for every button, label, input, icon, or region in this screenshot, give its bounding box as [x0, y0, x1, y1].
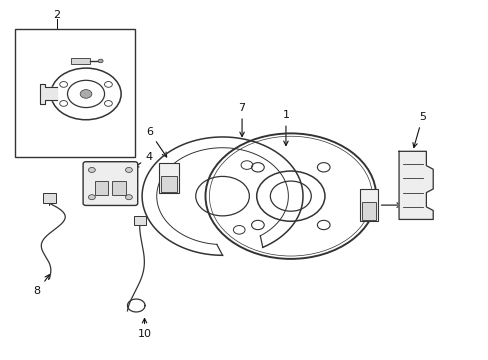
Polygon shape: [398, 151, 432, 220]
Bar: [160, 176, 177, 192]
Text: 8: 8: [34, 275, 49, 296]
Circle shape: [125, 167, 132, 172]
Circle shape: [88, 167, 95, 172]
Circle shape: [125, 195, 132, 200]
Bar: [43, 193, 56, 203]
Bar: [159, 163, 178, 193]
Bar: [359, 189, 377, 221]
Bar: [15, 30, 135, 157]
Bar: [71, 58, 90, 64]
FancyBboxPatch shape: [83, 162, 138, 206]
Bar: [134, 216, 145, 225]
Text: 6: 6: [381, 200, 414, 210]
Text: 3: 3: [48, 56, 72, 66]
Text: 7: 7: [238, 103, 245, 136]
Text: 5: 5: [412, 112, 425, 148]
Text: 2: 2: [54, 10, 61, 20]
Circle shape: [80, 90, 92, 98]
Text: 10: 10: [137, 319, 151, 339]
Text: 6: 6: [145, 127, 166, 157]
Bar: [361, 202, 375, 220]
Text: 9: 9: [34, 106, 47, 126]
Text: 1: 1: [282, 111, 289, 145]
Polygon shape: [40, 84, 57, 104]
Bar: [95, 181, 108, 195]
Circle shape: [88, 195, 95, 200]
Text: 4: 4: [134, 152, 153, 168]
Circle shape: [98, 59, 103, 63]
Bar: [112, 181, 126, 195]
